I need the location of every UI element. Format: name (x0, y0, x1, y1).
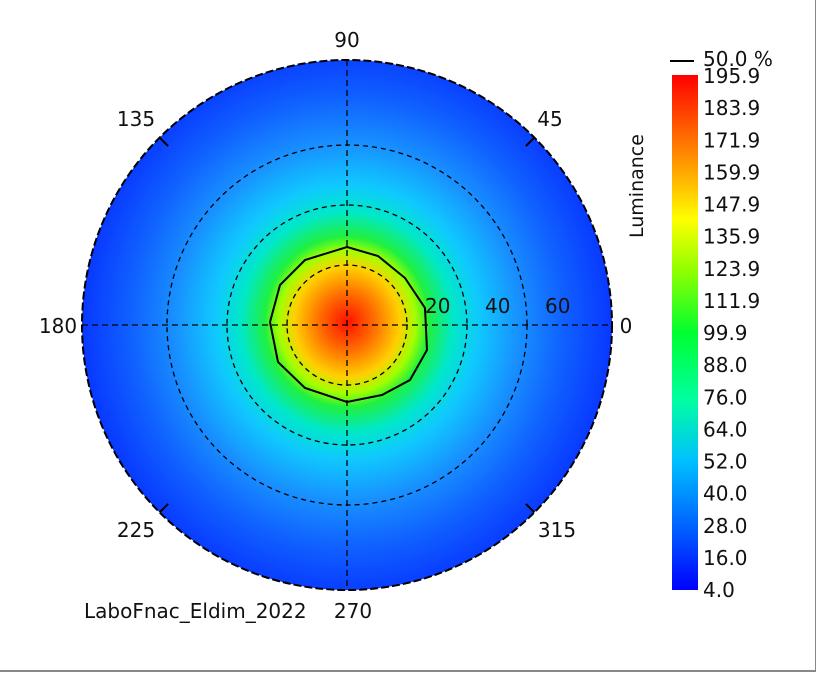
contour-50-percent (268, 245, 429, 404)
colorbar (672, 75, 698, 590)
colorbar-tick-label: 16.0 (703, 546, 748, 570)
angle-label-90: 90 (334, 28, 359, 52)
angle-tick-45 (525, 136, 536, 147)
colorbar-tick-label: 64.0 (703, 417, 748, 441)
radial-label-60: 60 (545, 294, 570, 318)
angle-tick-225 (158, 503, 169, 514)
angle-tick-135 (158, 136, 169, 147)
colorbar-tick-label: 88.0 (703, 353, 748, 377)
colorbar-tick-label: 4.0 (703, 578, 735, 602)
colorbar-tick-label: 111.9 (703, 289, 760, 313)
angle-tick-315 (525, 503, 536, 514)
angle-label-135: 135 (117, 107, 155, 131)
contour-legend-label: 50.0 % (703, 47, 773, 71)
colorbar-tick-label: 99.9 (703, 321, 748, 345)
colorbar-tick-label: 76.0 (703, 385, 748, 409)
colorbar-tick-label: 52.0 (703, 450, 748, 474)
colorbar-tick-label: 159.9 (703, 160, 760, 184)
colorbar-tick-label: 123.9 (703, 257, 760, 281)
colorbar-tick-label: 171.9 (703, 128, 760, 152)
angle-label-225: 225 (117, 518, 155, 542)
colorbar-tick-label: 147.9 (703, 193, 760, 217)
radial-label-20: 20 (425, 294, 450, 318)
colorbar-tick-label: 135.9 (703, 225, 760, 249)
chart-title: LaboFnac_Eldim_2022 (84, 599, 307, 623)
colorbar-tick-label: 195.9 (703, 64, 760, 88)
angle-label-270: 270 (334, 599, 372, 623)
colorbar-tick-label: 183.9 (703, 96, 760, 120)
colorbar-tick-label: 28.0 (703, 514, 748, 538)
angle-label-0: 0 (620, 314, 633, 338)
angle-label-315: 315 (538, 518, 576, 542)
colorbar-tick-label: 40.0 (703, 482, 748, 506)
radial-label-40: 40 (485, 294, 510, 318)
colorbar-label: Luminance (626, 134, 648, 238)
angle-label-180: 180 (39, 314, 77, 338)
angle-label-45: 45 (537, 107, 562, 131)
